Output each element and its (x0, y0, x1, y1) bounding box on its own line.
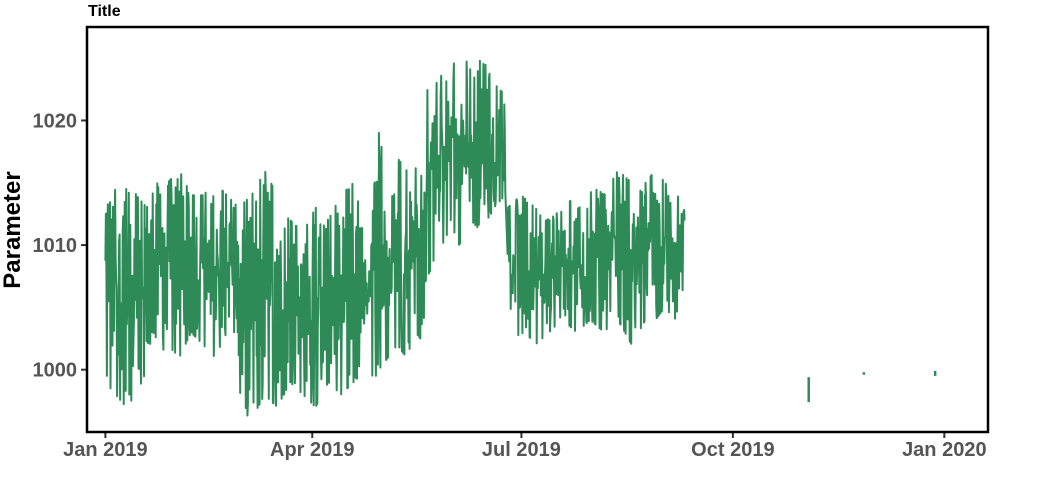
x-tick-label: Jan 2020 (902, 439, 987, 461)
y-tick-label: 1000 (33, 360, 78, 382)
chart-title: Title (88, 3, 121, 20)
y-axis-label: Parameter (0, 171, 26, 288)
series-line (104, 59, 937, 417)
x-tick-label: Jul 2019 (482, 439, 561, 461)
axes: 1000 1010 1020 Jan 2019 Apr 2019 Jul 2019 Oct … (33, 110, 987, 461)
x-tick-label: Apr 2019 (270, 439, 355, 461)
plot-frame (85, 25, 990, 434)
x-tick-label: Jan 2019 (63, 439, 148, 461)
y-tick-label: 1010 (33, 235, 78, 257)
x-tick-label: Oct 2019 (691, 439, 774, 461)
series-path (104, 59, 686, 417)
y-tick-label: 1020 (33, 110, 78, 132)
